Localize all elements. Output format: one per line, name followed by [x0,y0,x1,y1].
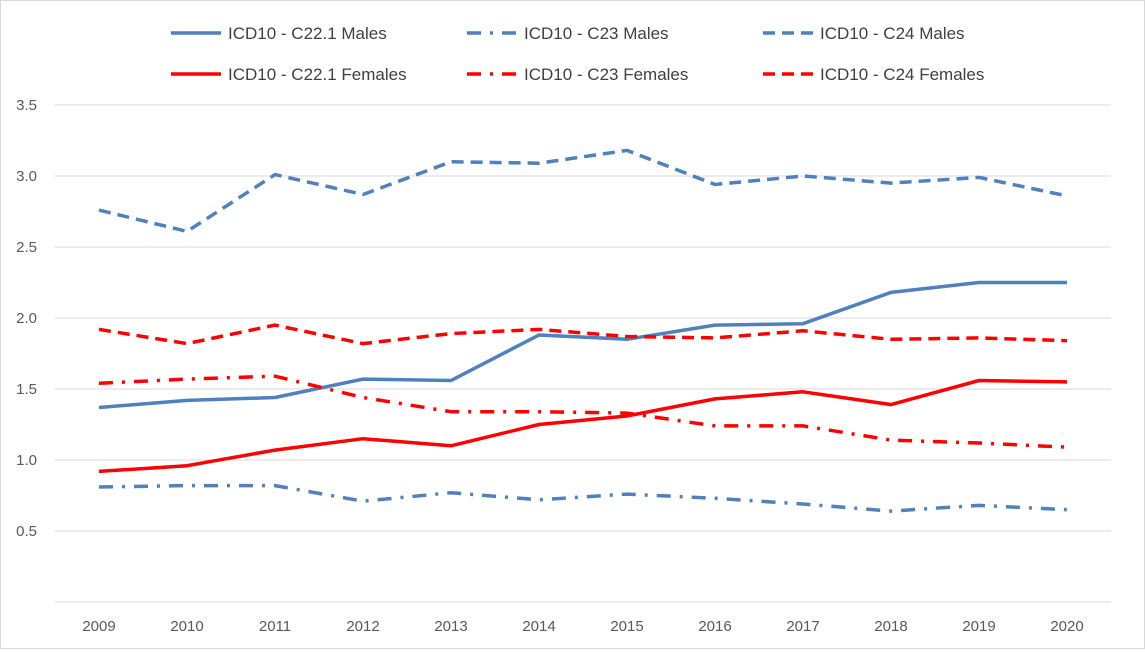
y-tick-label: 3.5 [16,97,37,114]
x-tick-label: 2020 [1050,618,1083,635]
series-line-2 [98,483,1068,513]
x-tick-label: 2016 [698,618,731,635]
x-tick-label: 2017 [786,618,819,635]
legend-item-6: ICD10 - C24 Females [763,65,984,84]
y-tick-label: 1.0 [16,452,37,469]
legend-item-2: ICD10 - C23 Males [467,24,669,43]
y-tick-label: 1.5 [16,381,37,398]
gridlines: 0.5 1.0 1.5 2.0 2.5 3.0 3.5 [16,97,1111,540]
legend-item-5: ICD10 - C23 Females [467,65,688,84]
x-tick-label: 2013 [434,618,467,635]
legend-item-4: ICD10 - C22.1 Females [171,65,407,84]
legend-item-1: ICD10 - C22.1 Males [171,24,387,43]
y-tick-label: 2.5 [16,239,37,256]
series-line-3 [98,148,1068,234]
legend-label: ICD10 - C23 Females [524,65,688,84]
legend-label: ICD10 - C24 Males [820,24,965,43]
series-lines [98,148,1068,513]
y-tick-label: 3.0 [16,168,37,185]
legend-label: ICD10 - C22.1 Females [228,65,407,84]
x-tick-label: 2018 [874,618,907,635]
series-line-4 [98,378,1068,474]
legend-label: ICD10 - C24 Females [820,65,984,84]
legend-label: ICD10 - C23 Males [524,24,669,43]
y-tick-label: 2.0 [16,310,37,327]
series-line-5 [98,374,1068,449]
x-tick-label: 2009 [82,618,115,635]
x-axis: 2009 2010 2011 2012 2013 2014 2015 2016 2017 2018… [55,601,1111,635]
series-line-1 [98,280,1067,410]
x-tick-label: 2019 [962,618,995,635]
legend: ICD10 - C22.1 Males ICD10 - C23 Males ICD1… [171,24,984,84]
x-tick-label: 2014 [522,618,555,635]
series-line-6 [98,323,1068,346]
legend-item-3: ICD10 - C24 Males [763,24,965,43]
x-tick-label: 2015 [610,618,643,635]
legend-label: ICD10 - C22.1 Males [228,24,387,43]
x-tick-label: 2011 [259,618,291,635]
x-tick-label: 2010 [170,618,203,635]
y-tick-label: 0.5 [16,523,37,540]
x-tick-label: 2012 [346,618,379,635]
